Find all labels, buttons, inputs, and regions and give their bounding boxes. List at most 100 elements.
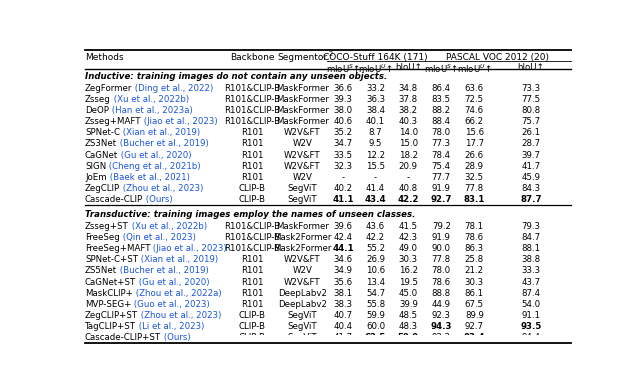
Text: R101: R101 (241, 162, 264, 171)
Text: 77.7: 77.7 (432, 173, 451, 182)
Text: 16.2: 16.2 (399, 267, 418, 276)
Text: MVP-SEG+: MVP-SEG+ (85, 300, 131, 309)
Text: 78.6: 78.6 (432, 277, 451, 287)
Text: ZegCLIP+ST: ZegCLIP+ST (85, 311, 138, 320)
Text: R101&CLIP-B: R101&CLIP-B (224, 83, 280, 92)
Text: TagCLIP+ST: TagCLIP+ST (85, 322, 136, 331)
Text: 39.6: 39.6 (333, 222, 353, 231)
Text: W2V&FT: W2V&FT (284, 128, 321, 137)
Text: 90.0: 90.0 (432, 244, 451, 253)
Text: Mask2Former: Mask2Former (273, 244, 332, 253)
Text: 91.1: 91.1 (522, 311, 540, 320)
Text: SegViT: SegViT (287, 322, 317, 331)
Text: 44.1: 44.1 (332, 244, 354, 253)
Text: 39.3: 39.3 (333, 95, 353, 104)
Text: 34.9: 34.9 (333, 267, 353, 276)
Text: 13.4: 13.4 (366, 277, 385, 287)
Text: R101: R101 (241, 255, 264, 264)
Text: 34.7: 34.7 (333, 139, 353, 149)
Text: 43.4: 43.4 (365, 195, 387, 204)
Text: 41.5: 41.5 (399, 222, 418, 231)
Text: 41.1: 41.1 (332, 195, 354, 204)
Text: 25.8: 25.8 (465, 255, 484, 264)
Text: (Xian et al., 2019): (Xian et al., 2019) (138, 255, 218, 264)
Text: 78.1: 78.1 (465, 222, 484, 231)
Text: 26.6: 26.6 (465, 150, 484, 159)
Text: 93.5: 93.5 (520, 322, 541, 331)
Text: 33.3: 33.3 (522, 267, 540, 276)
Text: 32.3: 32.3 (333, 162, 353, 171)
Text: 88.1: 88.1 (522, 244, 540, 253)
Text: R101&CLIP-B: R101&CLIP-B (224, 244, 280, 253)
Text: 35.6: 35.6 (333, 277, 353, 287)
Text: R101: R101 (241, 128, 264, 137)
Text: 72.5: 72.5 (465, 95, 484, 104)
Text: 93.4: 93.4 (463, 334, 485, 342)
Text: 91.9: 91.9 (432, 184, 451, 193)
Text: 93.3: 93.3 (432, 334, 451, 342)
Text: SegViT: SegViT (287, 184, 317, 193)
Text: ZegCLIP: ZegCLIP (85, 184, 120, 193)
Text: ZegFormer: ZegFormer (85, 83, 132, 92)
Text: (Ours): (Ours) (143, 195, 173, 204)
Text: SegViT: SegViT (287, 334, 317, 342)
Text: 49.0: 49.0 (399, 244, 418, 253)
Text: CLIP-B: CLIP-B (239, 184, 266, 193)
Text: 60.0: 60.0 (366, 322, 385, 331)
Text: (Li et al., 2023): (Li et al., 2023) (136, 322, 204, 331)
Text: 37.8: 37.8 (399, 95, 418, 104)
Text: 26.9: 26.9 (366, 255, 385, 264)
Text: W2V&FT: W2V&FT (284, 150, 321, 159)
Text: W2V&FT: W2V&FT (284, 277, 321, 287)
Text: JoEm: JoEm (85, 173, 107, 182)
Text: COCO-Stuff 164K (171): COCO-Stuff 164K (171) (323, 53, 428, 62)
Text: 12.2: 12.2 (366, 150, 385, 159)
Text: R101: R101 (241, 139, 264, 149)
Text: 54.7: 54.7 (366, 289, 385, 298)
Text: (Ding et al., 2022): (Ding et al., 2022) (132, 83, 214, 92)
Text: (Cheng et al., 2021b): (Cheng et al., 2021b) (106, 162, 201, 171)
Text: 48.5: 48.5 (399, 311, 418, 320)
Text: SPNet-C+ST: SPNet-C+ST (85, 255, 138, 264)
Text: 92.3: 92.3 (432, 311, 451, 320)
Text: CaGNet+ST: CaGNet+ST (85, 277, 136, 287)
Text: 26.1: 26.1 (522, 128, 540, 137)
Text: (Xu et al., 2022b): (Xu et al., 2022b) (129, 222, 207, 231)
Text: Mask2Former: Mask2Former (273, 233, 332, 242)
Text: 33.5: 33.5 (333, 150, 353, 159)
Text: (Zhou et al., 2023): (Zhou et al., 2023) (138, 311, 221, 320)
Text: R101&CLIP-B: R101&CLIP-B (224, 117, 280, 126)
Text: (Zhou et al., 2022a): (Zhou et al., 2022a) (133, 289, 221, 298)
Text: R101: R101 (241, 277, 264, 287)
Text: CLIP-B: CLIP-B (239, 311, 266, 320)
Text: MaskFormer: MaskFormer (276, 83, 329, 92)
Text: 55.8: 55.8 (366, 300, 385, 309)
Text: R101&CLIP-B: R101&CLIP-B (224, 95, 280, 104)
Text: W2V&FT: W2V&FT (284, 255, 321, 264)
Text: W2V: W2V (292, 173, 312, 182)
Text: 74.6: 74.6 (465, 106, 484, 115)
Text: 15.5: 15.5 (366, 162, 385, 171)
Text: R101&CLIP-B: R101&CLIP-B (224, 106, 280, 115)
Text: ZS3Net: ZS3Net (85, 139, 117, 149)
Text: (Guo et al., 2023): (Guo et al., 2023) (131, 300, 210, 309)
Text: 38.8: 38.8 (522, 255, 540, 264)
Text: 9.5: 9.5 (369, 139, 382, 149)
Text: (Baek et al., 2021): (Baek et al., 2021) (107, 173, 189, 182)
Text: R101: R101 (241, 150, 264, 159)
Text: 38.3: 38.3 (333, 300, 353, 309)
Text: 40.8: 40.8 (399, 184, 418, 193)
Text: 55.2: 55.2 (366, 244, 385, 253)
Text: 15.0: 15.0 (399, 139, 418, 149)
Text: -: - (341, 173, 344, 182)
Text: Zsseg: Zsseg (85, 95, 111, 104)
Text: 42.2: 42.2 (366, 233, 385, 242)
Text: W2V: W2V (292, 267, 312, 276)
Text: 39.7: 39.7 (522, 150, 540, 159)
Text: R101: R101 (241, 289, 264, 298)
Text: Cascade-CLIP+ST: Cascade-CLIP+ST (85, 334, 161, 342)
Text: 35.2: 35.2 (333, 128, 353, 137)
Text: (Xu et al., 2022b): (Xu et al., 2022b) (111, 95, 189, 104)
Text: mIoU$^{S}$↑: mIoU$^{S}$↑ (424, 63, 458, 76)
Text: 50.0: 50.0 (398, 334, 419, 342)
